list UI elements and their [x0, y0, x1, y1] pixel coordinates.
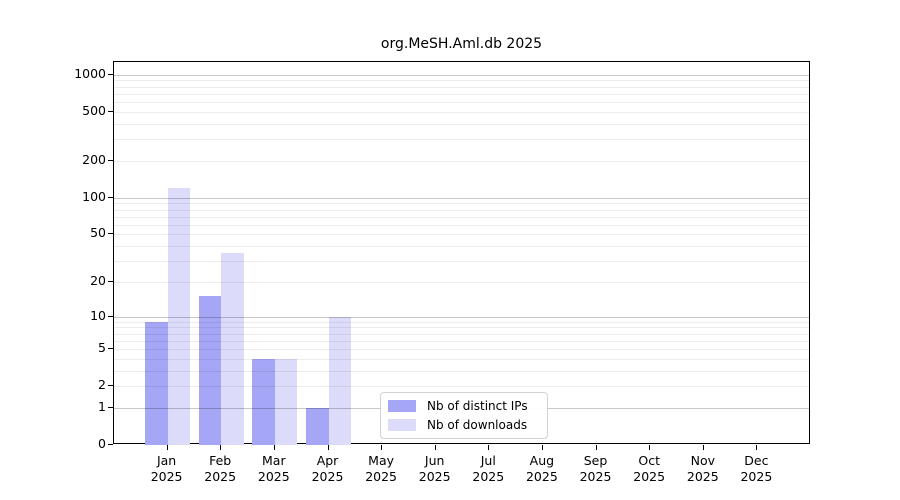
chart-title: org.MeSH.Aml.db 2025	[380, 36, 543, 52]
y-tick-label: 5	[98, 340, 106, 355]
x-tick-label: Oct 2025	[633, 453, 666, 484]
x-tick-label: Jul 2025	[472, 453, 505, 484]
x-tick-label: Jan 2025	[150, 453, 183, 484]
x-axis-tick	[488, 445, 490, 450]
x-tick-label: Sep 2025	[579, 453, 612, 484]
legend-item-downloads: Nb of downloads	[388, 416, 539, 434]
x-tick-label: Mar 2025	[257, 453, 290, 484]
gridline-minor	[114, 216, 809, 218]
y-axis-tick	[108, 73, 113, 75]
y-axis-tick	[108, 233, 113, 235]
gridline-minor	[114, 86, 809, 88]
y-axis-tick	[108, 444, 113, 445]
gridline-minor	[114, 160, 809, 162]
gridline-minor	[114, 111, 809, 113]
x-axis-tick	[702, 445, 704, 450]
x-axis-tick	[541, 445, 543, 450]
x-tick-label: Aug 2025	[525, 453, 558, 484]
y-axis-tick	[108, 196, 113, 198]
y-axis-tick	[108, 110, 113, 112]
x-axis-tick	[595, 445, 597, 450]
y-tick-label: 200	[82, 151, 106, 167]
y-tick-label: 50	[90, 225, 106, 241]
y-tick-label: 2	[98, 377, 106, 393]
y-tick-label: 100	[82, 188, 106, 204]
gridline-minor	[114, 340, 809, 342]
y-axis-tick	[108, 385, 113, 387]
y-tick-label: 10	[90, 307, 106, 323]
x-tick-label: Feb 2025	[204, 453, 237, 484]
gridline-minor	[114, 333, 809, 335]
gridline-minor	[114, 203, 809, 205]
x-axis-tick	[434, 445, 436, 450]
x-tick-label: Dec 2025	[740, 453, 773, 484]
legend-swatch-downloads-icon	[388, 419, 416, 431]
bar-nb-of-distinct-ips-jan	[145, 321, 168, 445]
bar-nb-of-distinct-ips-mar	[252, 358, 275, 445]
y-tick-label: 500	[82, 102, 106, 118]
gridline-minor	[114, 234, 809, 236]
plot-area: Nb of distinct IPs Nb of downloads	[113, 61, 810, 445]
legend-swatch-distinct-ips-icon	[388, 400, 416, 412]
gridline-minor	[114, 281, 809, 283]
legend-label-distinct-ips: Nb of distinct IPs	[427, 398, 528, 413]
legend: Nb of distinct IPs Nb of downloads	[380, 392, 548, 439]
y-axis-tick	[108, 315, 113, 317]
x-axis-tick	[381, 445, 383, 450]
y-tick-label: 20	[90, 272, 106, 288]
gridline-major	[114, 74, 809, 76]
bar-nb-of-downloads-jan	[167, 188, 191, 445]
y-tick-label: 1	[98, 398, 106, 414]
gridline-minor	[114, 139, 809, 141]
gridline-minor	[114, 327, 809, 329]
x-tick-label: Nov 2025	[686, 453, 719, 484]
x-axis-tick	[649, 445, 651, 450]
y-axis-tick	[108, 280, 113, 282]
x-axis-tick	[327, 445, 329, 450]
y-tick-label: 0	[98, 436, 106, 451]
gridline-minor	[114, 102, 809, 104]
x-tick-label: Jun 2025	[418, 453, 451, 484]
gridline-minor	[114, 386, 809, 388]
bar-nb-of-downloads-mar	[274, 358, 298, 445]
gridline-minor	[114, 370, 809, 372]
gridline-minor	[114, 246, 809, 247]
y-axis-tick	[108, 348, 113, 349]
gridline-minor	[114, 358, 809, 360]
y-axis-tick	[108, 406, 113, 408]
x-tick-label: May 2025	[365, 453, 397, 484]
legend-label-downloads: Nb of downloads	[427, 417, 528, 432]
bar-nb-of-downloads-feb	[221, 253, 244, 445]
x-axis-tick	[220, 445, 222, 450]
bar-nb-of-distinct-ips-apr	[306, 407, 329, 445]
gridline-minor	[114, 349, 809, 350]
x-axis-tick	[166, 445, 168, 450]
x-tick-label: Apr 2025	[311, 453, 344, 484]
gridline-minor	[114, 93, 809, 95]
gridline-major	[114, 197, 809, 199]
gridline-minor	[114, 123, 809, 125]
legend-item-distinct-ips: Nb of distinct IPs	[388, 397, 539, 415]
gridline-minor	[114, 261, 809, 262]
x-axis-tick	[756, 445, 758, 450]
y-axis-tick	[108, 159, 113, 161]
gridline-minor	[114, 321, 809, 323]
gridline-minor	[114, 80, 809, 82]
gridline-minor	[114, 224, 809, 226]
x-axis-tick	[273, 445, 275, 450]
y-tick-label: 1000	[74, 65, 106, 81]
gridline-minor	[114, 209, 809, 211]
bar-nb-of-downloads-apr	[328, 316, 351, 445]
grid-layer	[114, 62, 809, 443]
gridline-major	[114, 316, 809, 318]
bars-layer	[114, 62, 809, 445]
bar-nb-of-distinct-ips-feb	[198, 296, 222, 445]
